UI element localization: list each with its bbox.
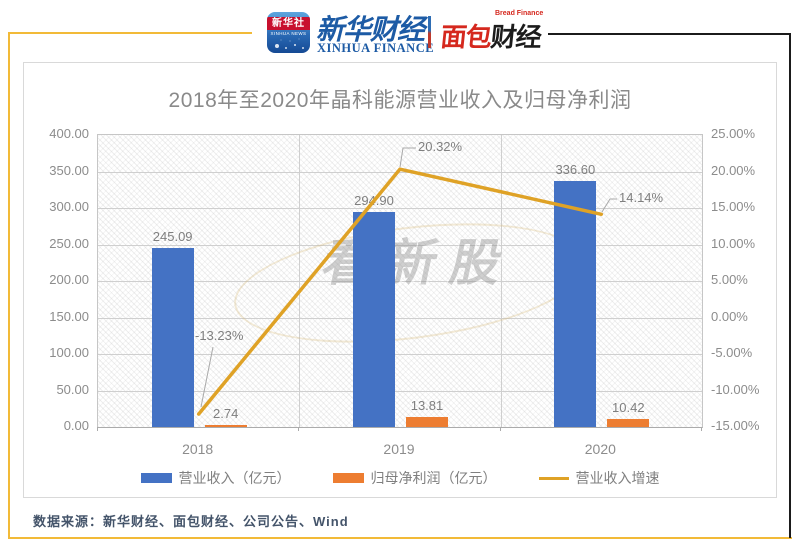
chart-container: 2018年至2020年晶科能源营业收入及归母净利润 400.00 350.00 30… <box>23 62 777 498</box>
bread-finance-logo: Bread Finance 面包财经 <box>439 6 556 54</box>
h-gridline <box>98 171 702 173</box>
xinhua-news-badge-en: XINHUA NEWS <box>270 31 307 36</box>
bread-finance-logo-cn: 面包财经 <box>439 17 543 54</box>
right-y-axis: 25.00% 20.00% 15.00% 10.00% 5.00% 0.00% -5.00%… <box>711 63 781 497</box>
left-axis-tick: 350.00 <box>49 162 89 178</box>
left-axis-tick: 250.00 <box>49 235 89 251</box>
h-gridline <box>98 390 702 392</box>
network-dots-icon <box>275 44 279 48</box>
x-axis-label-2019: 2019 <box>383 441 415 457</box>
header-divider <box>428 16 431 48</box>
xinhua-finance-logo-cn: 新华财经 <box>316 15 425 46</box>
growth-rate-line[interactable] <box>196 167 604 416</box>
chart-legend: 营业收入（亿元） 归母净利润（亿元） 营业收入增速 <box>24 468 776 488</box>
bar-2019-net-profit[interactable] <box>406 416 448 427</box>
right-axis-tick: 0.00% <box>711 308 748 324</box>
xinhua-news-app-icon: 新华社 XINHUA NEWS <box>267 12 310 53</box>
bar-value-label: 13.81 <box>410 397 444 413</box>
revenue-legend-swatch <box>140 473 172 483</box>
left-axis-tick: 300.00 <box>49 199 89 214</box>
right-axis-tick: -5.00% <box>711 345 753 360</box>
label-leader-line <box>200 346 214 408</box>
x-axis-tickmark <box>499 427 501 431</box>
bar-value-label: 245.09 <box>152 229 193 245</box>
frame-top-right-line <box>548 33 791 35</box>
h-gridline <box>98 281 702 282</box>
xinhua-news-badge-cn: 新华社 <box>267 17 310 30</box>
net-profit-legend-label: 归母净利润（亿元） <box>370 470 497 486</box>
x-axis-tickmark <box>97 427 98 431</box>
bar-value-label: 10.42 <box>612 400 645 416</box>
bar-2020-revenue[interactable] <box>554 181 597 427</box>
x-axis-label-2018: 2018 <box>182 441 214 457</box>
h-gridline <box>98 317 702 319</box>
h-gridline <box>98 354 702 355</box>
left-axis-tick: 150.00 <box>49 308 89 324</box>
frame-bottom-line <box>8 537 792 539</box>
right-axis-tick: 20.00% <box>711 162 756 178</box>
h-gridline <box>98 208 702 209</box>
bar-value-label: 2.74 <box>213 405 239 421</box>
x-axis-tickmark <box>701 427 702 431</box>
growth-legend-label: 营业收入增速 <box>575 470 660 486</box>
plot-area: 看新股 245.09 294.90 336.60 2.74 13.81 10.42 -13… <box>97 134 703 428</box>
label-leader-line <box>601 198 617 213</box>
v-gridline <box>299 135 301 427</box>
label-leader-line <box>399 147 416 168</box>
data-source-note: 数据来源：新华财经、面包财经、公司公告、Wind <box>33 514 349 529</box>
bar-2019-revenue[interactable] <box>353 211 395 427</box>
legend-item-growth[interactable]: 营业收入增速 <box>538 468 660 488</box>
right-axis-tick: 5.00% <box>711 272 748 287</box>
bar-2018-net-profit[interactable] <box>204 424 247 427</box>
left-axis-tick: 50.00 <box>56 381 89 397</box>
left-axis-tick: 100.00 <box>49 345 89 360</box>
left-axis-tick: 200.00 <box>49 272 89 287</box>
x-axis-tickmark <box>298 427 300 431</box>
legend-item-revenue[interactable]: 营业收入（亿元） <box>140 468 291 488</box>
growth-line-layer <box>196 147 617 416</box>
frame-left-line <box>8 32 10 539</box>
chart-title: 2018年至2020年晶科能源营业收入及归母净利润 <box>168 89 632 112</box>
left-y-axis: 400.00 350.00 300.00 250.00 200.00 150.00 100.… <box>24 63 89 497</box>
bar-2018-revenue[interactable] <box>151 248 194 427</box>
bar-2020-net-profit[interactable] <box>607 419 650 427</box>
right-axis-tick: -10.00% <box>711 381 760 397</box>
left-axis-tick: 0.00 <box>63 418 89 433</box>
v-gridline <box>500 135 502 427</box>
h-gridline <box>98 244 702 246</box>
right-axis-tick: 15.00% <box>711 199 756 214</box>
x-axis-label-2020: 2020 <box>584 441 616 457</box>
frame-top-left-line <box>8 32 252 34</box>
revenue-legend-label: 营业收入（亿元） <box>178 470 291 486</box>
growth-legend-swatch <box>538 476 569 480</box>
bar-value-label: 336.60 <box>555 162 596 178</box>
legend-item-net-profit[interactable]: 归母净利润（亿元） <box>332 468 497 488</box>
xinhua-finance-logo-en: XINHUA FINANCE <box>317 41 435 55</box>
bread-finance-cn-red: 面包 <box>439 22 493 52</box>
right-axis-tick: -15.00% <box>711 418 760 433</box>
right-axis-tick: 25.00% <box>711 126 756 141</box>
frame-right-line <box>789 33 791 538</box>
bread-finance-logo-en: Bread Finance <box>495 10 544 17</box>
left-axis-tick: 400.00 <box>49 126 89 141</box>
bread-finance-cn-black: 财经 <box>489 22 543 52</box>
net-profit-legend-swatch <box>332 473 364 483</box>
right-axis-tick: 10.00% <box>711 235 756 251</box>
